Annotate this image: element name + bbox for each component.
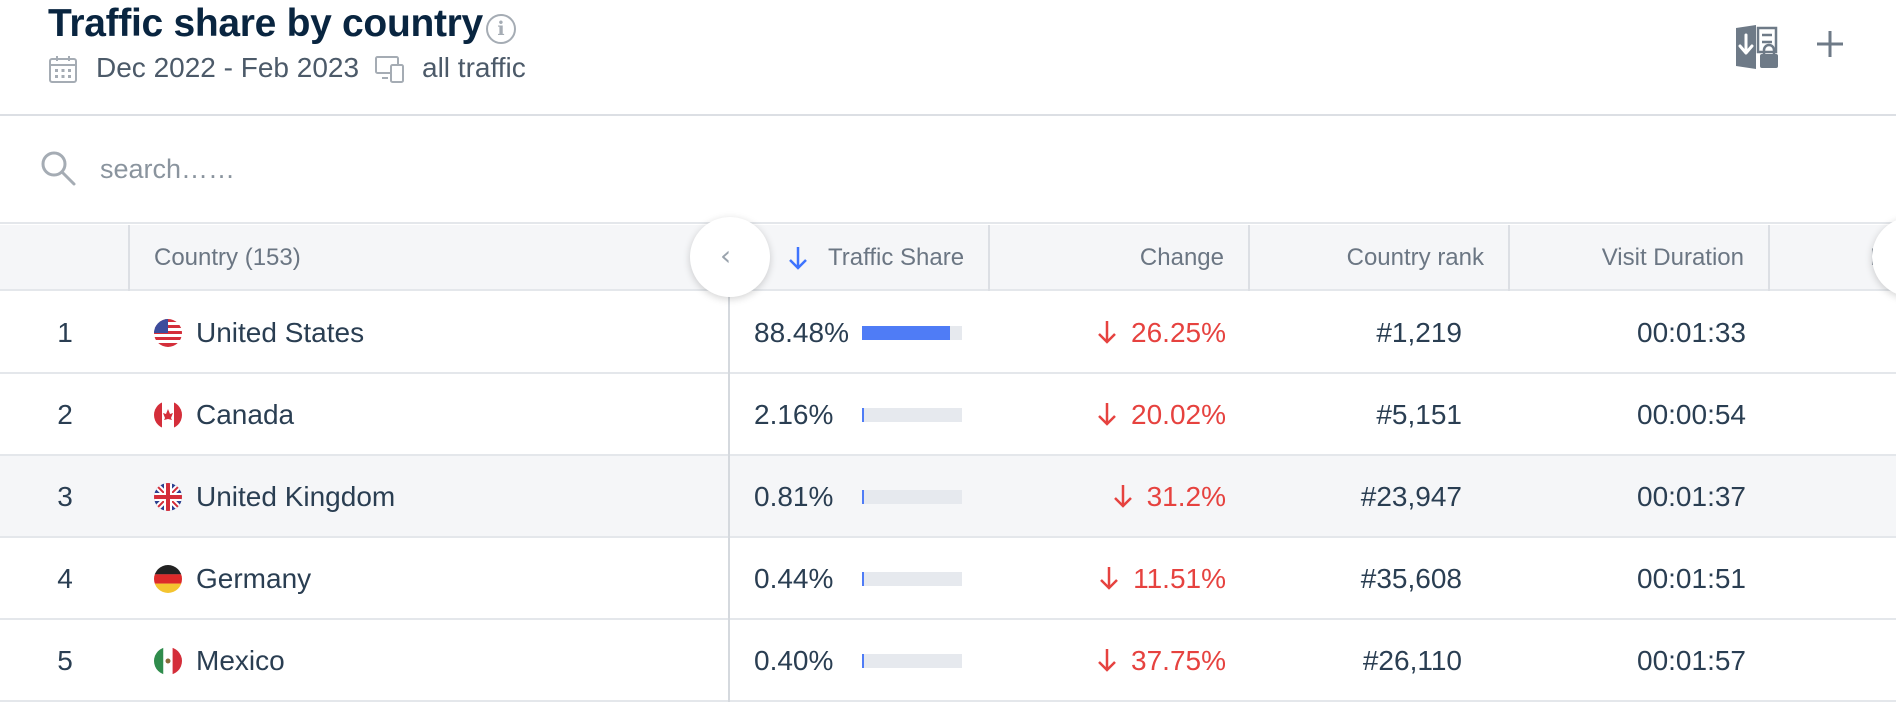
column-header-traffic-share[interactable]: Traffic Share	[828, 244, 965, 271]
traffic-share-bar	[862, 490, 962, 504]
table-row[interactable]: 2 Canada 2.16% 20.02% #5,151 00:00:54	[0, 374, 1896, 456]
column-header-visit-duration[interactable]: Visit Duration	[1601, 244, 1744, 271]
traffic-share-bar-fill	[862, 490, 864, 504]
visit-duration-value: 00:01:57	[1637, 645, 1746, 676]
country-rank-value: #35,608	[1360, 563, 1462, 594]
country-rank-value: #26,110	[1362, 645, 1462, 676]
us-flag-icon	[154, 319, 182, 347]
traffic-share-bar-fill	[862, 654, 864, 668]
traffic-share-bar	[862, 326, 962, 340]
country-name[interactable]: Canada	[196, 399, 295, 430]
change-cell: 26.25%	[1095, 292, 1226, 374]
change-cell: 37.75%	[1095, 620, 1226, 702]
country-rank-value: #23,947	[1360, 481, 1462, 512]
traffic-share-value: 0.44%	[754, 563, 834, 594]
visit-duration-value: 00:00:54	[1637, 399, 1746, 430]
arrow-down-icon	[1100, 566, 1118, 590]
column-divider	[1508, 225, 1510, 291]
frozen-column-divider	[728, 225, 730, 702]
traffic-share-bar-fill	[862, 572, 864, 586]
info-icon[interactable]: i	[486, 14, 516, 44]
country-name[interactable]: United States	[196, 317, 365, 348]
traffic-share-bar	[862, 572, 962, 586]
date-range: Dec 2022 - Feb 2023	[96, 52, 360, 83]
calendar-icon	[49, 56, 77, 83]
visit-duration-value: 00:01:37	[1637, 481, 1746, 512]
change-cell: 11.51%	[1097, 538, 1226, 620]
country-rank-value: #5,151	[1376, 399, 1462, 430]
sort-down-arrow-icon[interactable]	[786, 244, 810, 272]
table-row[interactable]: 5 Mexico 0.40% 37.75% #26,110 00:01:57	[0, 620, 1896, 702]
row-rank: 5	[57, 645, 73, 676]
change-value: 31.2%	[1146, 481, 1226, 512]
country-name[interactable]: United Kingdom	[196, 481, 396, 512]
widget-header	[0, 0, 1896, 116]
change-cell: 20.02%	[1095, 374, 1226, 456]
download-excel-icon[interactable]	[1732, 24, 1780, 70]
column-divider	[1768, 225, 1770, 291]
column-header-country[interactable]: Country (153)	[154, 244, 301, 271]
row-rank: 4	[57, 563, 73, 594]
change-cell: 31.2%	[1111, 456, 1226, 538]
arrow-down-icon	[1098, 320, 1116, 344]
canada-flag-icon	[154, 401, 182, 429]
column-divider	[128, 225, 130, 291]
row-rank: 1	[57, 317, 73, 348]
table-row[interactable]: 1 United States 88.48% 26.25% #1,219 00:01:33	[0, 292, 1896, 374]
chevron-left-icon: ‹	[720, 239, 732, 272]
search-icon	[41, 151, 76, 186]
change-value: 20.02%	[1131, 399, 1226, 430]
traffic-share-value: 0.81%	[754, 481, 834, 512]
devices-icon	[375, 56, 404, 83]
country-rank-value: #1,219	[1376, 317, 1462, 348]
widget-title: Traffic share by country	[48, 2, 483, 45]
traffic-share-bar-fill	[862, 326, 950, 340]
country-name[interactable]: Germany	[196, 563, 312, 594]
arrow-down-icon	[1098, 648, 1116, 672]
row-rank: 2	[57, 399, 73, 430]
traffic-share-bar	[862, 408, 962, 422]
traffic-type: all traffic	[422, 52, 526, 83]
table-row[interactable]: 4 Germany 0.44% 11.51% #35,608 00:01:51	[0, 538, 1896, 620]
collapse-columns-button[interactable]: ‹	[690, 217, 770, 297]
visit-duration-value: 00:01:33	[1637, 317, 1746, 348]
uk-flag-icon	[154, 483, 182, 511]
traffic-share-bar-fill	[862, 408, 864, 422]
column-divider	[988, 225, 990, 291]
change-value: 11.51%	[1133, 563, 1226, 594]
traffic-share-value: 88.48%	[754, 317, 849, 348]
plus-icon[interactable]	[1814, 28, 1846, 60]
traffic-share-value: 2.16%	[754, 399, 834, 430]
row-rank: 3	[57, 481, 73, 512]
column-divider	[1248, 225, 1250, 291]
change-value: 26.25%	[1131, 317, 1226, 348]
change-value: 37.75%	[1131, 645, 1226, 676]
country-name[interactable]: Mexico	[196, 645, 285, 676]
column-header-country-rank[interactable]: Country rank	[1346, 244, 1484, 271]
table-header	[0, 225, 1896, 291]
column-header-change[interactable]: Change	[1139, 244, 1224, 271]
traffic-share-bar	[862, 654, 962, 668]
visit-duration-value: 00:01:51	[1637, 563, 1746, 594]
germany-flag-icon	[154, 565, 182, 593]
search-input[interactable]	[100, 148, 900, 190]
mexico-flag-icon	[154, 647, 182, 675]
arrow-down-icon	[1098, 402, 1116, 426]
arrow-down-icon	[1113, 484, 1132, 508]
traffic-share-value: 0.40%	[754, 645, 834, 676]
table-row[interactable]: 3 United Kingdom 0.81% 31.2% #23,947 00:01:37	[0, 456, 1896, 538]
